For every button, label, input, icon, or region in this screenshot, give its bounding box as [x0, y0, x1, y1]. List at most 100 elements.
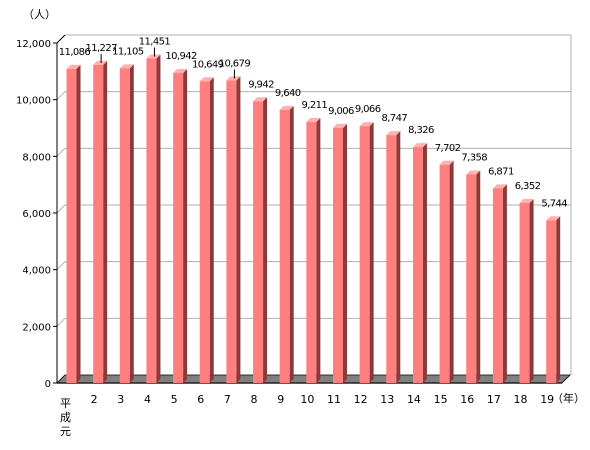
x-tick-label: 18	[514, 393, 528, 406]
bar-side	[103, 60, 108, 383]
data-label: 6,871	[488, 166, 514, 177]
data-label: 11,086	[59, 47, 91, 58]
x-tick-label: 8	[251, 393, 258, 406]
tick-labels: 0 2,000 4,000 6,000 8,000 10,000 12,000 平成元 2 3 4 5…	[16, 39, 554, 438]
bar-top	[253, 97, 268, 102]
data-label: 7,358	[461, 153, 487, 164]
bar-top	[173, 68, 188, 73]
data-label: 9,640	[275, 88, 301, 99]
bar-side	[263, 97, 268, 383]
bar-side	[422, 143, 427, 383]
gridline-side	[56, 317, 66, 327]
x-tick-label: 15	[434, 393, 448, 406]
data-label: 10,942	[165, 51, 197, 62]
bar-top	[119, 64, 134, 69]
bar-side	[156, 54, 161, 384]
bar-top	[226, 76, 241, 81]
x-tick-label: 平	[60, 397, 71, 410]
bar-top	[66, 64, 81, 69]
bar-side	[289, 105, 294, 383]
bar	[146, 58, 157, 384]
x-tick-label: 5	[171, 393, 178, 406]
gridline-side	[56, 147, 66, 157]
bar-side	[236, 76, 241, 383]
bar	[386, 135, 397, 383]
x-tick-label: 2	[91, 393, 98, 406]
bar-top	[306, 118, 321, 123]
bar-side	[183, 68, 188, 383]
bar-side	[369, 122, 374, 383]
bar	[253, 101, 264, 383]
x-tick-label: 3	[117, 393, 124, 406]
x-tick-label: 成	[60, 411, 71, 424]
bar	[66, 68, 77, 383]
bar-top	[492, 184, 507, 189]
bar-side	[529, 199, 534, 383]
bar	[412, 147, 423, 383]
bar	[226, 80, 237, 383]
bar-top	[519, 199, 534, 204]
gridline-side	[56, 261, 66, 271]
data-label: 8,326	[408, 125, 434, 136]
y-tick-label: 0	[45, 379, 51, 390]
data-label: 9,211	[302, 100, 328, 111]
bar	[439, 164, 450, 383]
x-tick-label: 14	[407, 393, 421, 406]
x-tick-label: 19	[540, 393, 554, 406]
y-tick-label: 4,000	[22, 266, 51, 277]
data-label: 10,649	[192, 59, 224, 70]
bar	[93, 64, 104, 383]
bar	[119, 68, 130, 383]
bars	[66, 54, 561, 384]
x-tick-label: 17	[487, 393, 501, 406]
gridline-side	[56, 91, 66, 101]
y-tick-label: 8,000	[22, 152, 51, 163]
y-tick-label: 10,000	[16, 96, 51, 107]
bar	[279, 109, 290, 383]
x-tick-label: 11	[327, 393, 341, 406]
axes	[53, 34, 66, 384]
data-label: 8,747	[381, 113, 407, 124]
bar	[466, 174, 477, 383]
data-label: 10,679	[219, 58, 251, 69]
bar-side	[502, 184, 507, 383]
bar-side	[129, 64, 134, 383]
bar	[173, 72, 184, 383]
bar-side	[396, 131, 401, 383]
bar	[492, 188, 503, 383]
y-tick-label: 12,000	[16, 39, 51, 50]
x-unit-label: （年）	[552, 391, 585, 405]
bar-top	[279, 105, 294, 110]
data-label: 9,006	[328, 106, 354, 117]
x-tick-label: 6	[197, 393, 204, 406]
bar	[546, 220, 557, 383]
bar-side	[209, 77, 214, 384]
bar-top	[146, 54, 161, 59]
x-tick-label: 13	[380, 393, 394, 406]
bar-top	[546, 216, 561, 221]
bar-side	[449, 160, 454, 383]
y-tick-label: 2,000	[22, 322, 51, 333]
x-tick-label: 9	[277, 393, 284, 406]
bar	[359, 126, 370, 383]
data-label: 6,352	[515, 181, 541, 192]
bar	[519, 203, 530, 383]
bar-side	[556, 216, 561, 383]
x-tick-label: 16	[460, 393, 474, 406]
data-label: 7,702	[435, 143, 461, 154]
data-label: 11,105	[112, 46, 144, 57]
y-tick-label: 6,000	[22, 209, 51, 220]
bar-top	[412, 143, 427, 148]
bar	[333, 127, 343, 383]
data-label: 11,227	[85, 43, 117, 54]
x-tick-label: 4	[144, 393, 151, 406]
x-tick-label: 元	[60, 425, 71, 438]
bar-side	[476, 170, 481, 383]
bar	[199, 81, 210, 384]
bar-top	[199, 77, 214, 82]
data-label: 5,744	[541, 198, 567, 209]
x-tick-label: 12	[354, 393, 368, 406]
bar-top	[333, 123, 347, 128]
